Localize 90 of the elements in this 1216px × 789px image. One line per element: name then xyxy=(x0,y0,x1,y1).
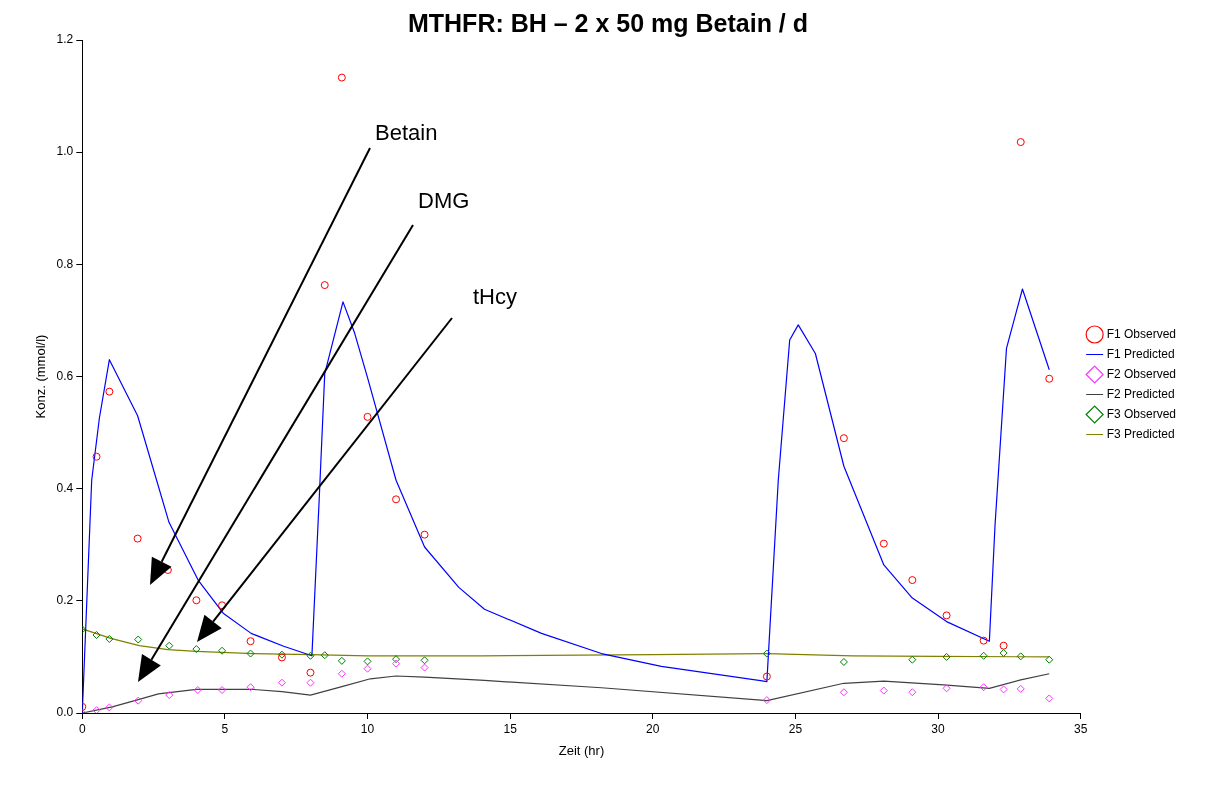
point xyxy=(246,683,255,692)
point xyxy=(246,649,255,658)
point xyxy=(839,688,848,697)
point xyxy=(363,657,372,666)
point xyxy=(165,641,174,650)
x-tick-label: 10 xyxy=(360,721,375,736)
point xyxy=(908,655,917,664)
y-tick-label: 0.4 xyxy=(56,480,74,495)
point xyxy=(999,641,1008,650)
annotation: DMG xyxy=(418,188,470,214)
point xyxy=(192,645,201,654)
point xyxy=(337,669,346,678)
point xyxy=(879,539,888,548)
point xyxy=(999,648,1008,657)
point xyxy=(762,672,771,681)
point xyxy=(420,663,429,672)
legend-label: F1 Predicted xyxy=(1106,346,1175,361)
point xyxy=(134,696,143,705)
point xyxy=(420,530,429,539)
point xyxy=(392,659,401,668)
point xyxy=(879,686,888,695)
point xyxy=(193,686,202,695)
annotation: Betain xyxy=(375,120,438,146)
x-tick-label: 35 xyxy=(1073,721,1088,736)
point xyxy=(320,281,329,290)
legend-label: F2 Predicted xyxy=(1106,386,1175,401)
y-tick-label: 0.2 xyxy=(56,593,74,608)
x-axis-title: Zeit (hr) xyxy=(558,742,605,758)
point xyxy=(92,452,101,461)
point xyxy=(392,495,401,504)
point xyxy=(942,611,951,620)
point xyxy=(392,655,401,664)
point xyxy=(337,656,346,665)
x-tick-label: 25 xyxy=(788,721,803,736)
point xyxy=(105,387,114,396)
point xyxy=(979,651,988,660)
point xyxy=(306,678,315,687)
y-tick-label: 0.6 xyxy=(56,368,74,383)
point xyxy=(218,686,227,695)
point xyxy=(1045,694,1054,703)
point xyxy=(979,636,988,645)
y-tick-label: 1.2 xyxy=(56,32,74,47)
point xyxy=(1045,374,1054,383)
point xyxy=(192,596,201,605)
point xyxy=(979,683,988,692)
x-tick-label: 5 xyxy=(221,721,229,736)
y-tick-label: 0.0 xyxy=(56,705,74,720)
point xyxy=(839,657,848,666)
legend-label: F1 Observed xyxy=(1106,326,1177,341)
y-axis-title: Konz. (mmol/l) xyxy=(33,334,49,419)
point xyxy=(134,635,143,644)
point xyxy=(165,691,174,700)
point xyxy=(908,688,917,697)
point xyxy=(762,696,771,705)
point xyxy=(337,73,346,82)
point xyxy=(1016,652,1025,661)
legend-label: F3 Observed xyxy=(1106,406,1177,421)
annotation: tHcy xyxy=(473,284,517,310)
chart-title: MTHFR: BH – 2 x 50 mg Betain / d xyxy=(407,8,809,37)
point xyxy=(133,534,142,543)
point xyxy=(420,656,429,665)
point xyxy=(1016,138,1025,147)
legend-label: F2 Observed xyxy=(1106,366,1177,381)
point xyxy=(277,678,286,687)
point xyxy=(908,576,917,585)
point xyxy=(218,646,227,655)
point xyxy=(246,637,255,646)
point xyxy=(839,434,848,443)
x-tick-label: 15 xyxy=(503,721,518,736)
point xyxy=(306,651,315,660)
point xyxy=(1045,655,1054,664)
point xyxy=(92,706,101,713)
x-tick-label: 0 xyxy=(78,721,86,736)
point xyxy=(363,664,372,673)
point xyxy=(320,651,329,660)
point xyxy=(92,631,101,640)
x-tick-label: 30 xyxy=(931,721,946,736)
legend-label: F3 Predicted xyxy=(1106,426,1175,441)
point xyxy=(105,634,114,643)
point xyxy=(942,652,951,661)
point xyxy=(105,703,114,712)
y-tick-label: 1.0 xyxy=(56,144,74,159)
point xyxy=(1016,684,1025,693)
point xyxy=(942,684,951,693)
point xyxy=(306,668,315,677)
y-tick-label: 0.8 xyxy=(56,256,74,271)
point xyxy=(999,685,1008,694)
point xyxy=(762,649,771,658)
x-tick-label: 20 xyxy=(646,721,660,736)
point xyxy=(363,412,372,421)
